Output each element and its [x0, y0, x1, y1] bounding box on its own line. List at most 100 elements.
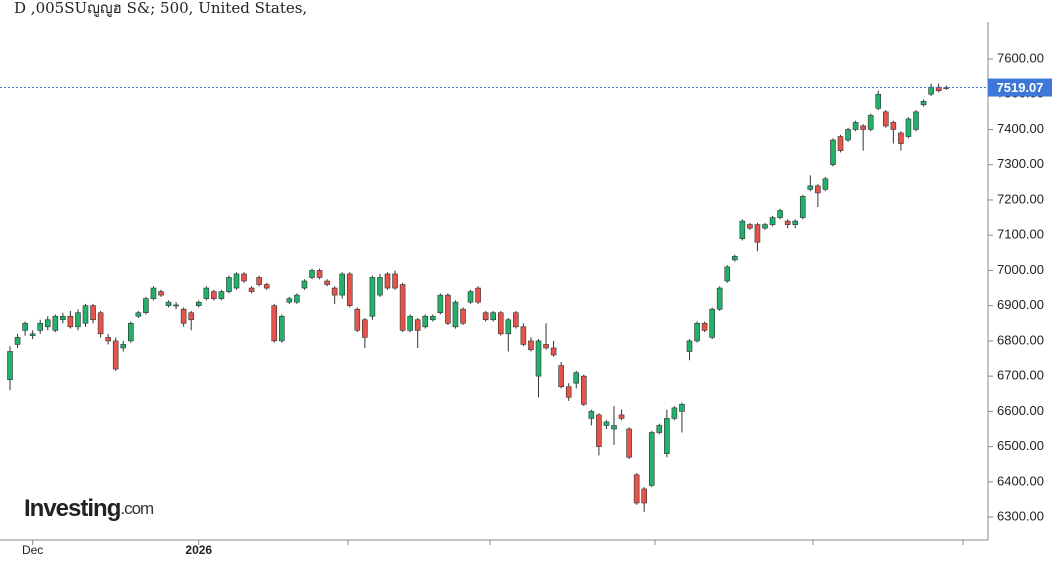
candle-body [822, 178, 829, 190]
candle-body [82, 305, 89, 324]
candle-body [369, 277, 376, 317]
candle-body [37, 322, 44, 331]
candle-body [331, 287, 338, 296]
candle-body [550, 347, 557, 356]
candle-body [852, 122, 859, 130]
candle-body [792, 220, 799, 225]
candle-body [120, 344, 127, 349]
candle-body [701, 322, 708, 331]
candle-body [671, 407, 678, 419]
candle-body [377, 277, 383, 296]
candle-body [920, 100, 927, 106]
candle-body [7, 351, 13, 380]
candle-body [248, 287, 255, 292]
candle-body [611, 425, 617, 430]
candle-body [520, 326, 527, 345]
candle-body [762, 224, 768, 229]
candle-body [618, 414, 625, 419]
y-tick-label: 7600.00 [997, 50, 1044, 65]
candle-body [641, 488, 648, 504]
candle-body [460, 308, 466, 324]
candle-body [505, 319, 512, 335]
candle-body [928, 86, 934, 95]
candle-body [497, 312, 504, 335]
candle-body [324, 280, 330, 285]
logo-suffix: .com [120, 499, 154, 518]
candle-body [724, 266, 731, 282]
candle-body [256, 277, 262, 285]
candle-body [60, 315, 66, 321]
candle-body [301, 280, 308, 289]
candle-body [316, 270, 323, 278]
candle-body [67, 315, 74, 328]
candle-body [309, 270, 315, 278]
candle-body [882, 111, 889, 127]
candle-body [528, 340, 534, 351]
candle-body [90, 305, 96, 321]
candle-body [513, 312, 519, 328]
candle-body [845, 129, 851, 141]
candle-body [233, 273, 240, 289]
candle-body [777, 210, 783, 218]
candle-body [128, 322, 134, 342]
y-tick-label: 6300.00 [997, 509, 1044, 524]
candle-body [799, 196, 806, 218]
candle-body [346, 273, 353, 306]
y-tick-label: 7000.00 [997, 262, 1044, 277]
candle-body [913, 111, 919, 130]
candle-body [414, 319, 421, 331]
x-tick-label: 2026 [185, 543, 212, 557]
candle-body [633, 474, 640, 504]
y-tick-label: 7200.00 [997, 191, 1044, 206]
candle-body [203, 287, 210, 299]
candle-body [75, 312, 81, 328]
y-tick-label: 7400.00 [997, 121, 1044, 136]
candle-body [339, 273, 346, 296]
candle-body [52, 315, 59, 331]
candle-body [452, 301, 459, 328]
candle-body [429, 315, 436, 321]
candle-body [22, 322, 28, 331]
chart-title: D ,005SUญูญูฮ S&; 500, United States, [14, 0, 307, 17]
candle-body [565, 386, 572, 398]
candle-body [626, 428, 632, 458]
candle-body [44, 319, 51, 328]
candle-body [875, 93, 882, 109]
candle-body [694, 322, 700, 342]
candle-body [135, 312, 142, 317]
candle-body [392, 273, 398, 289]
candle-body [354, 308, 361, 331]
candle-body [769, 217, 776, 225]
y-tick-label: 7300.00 [997, 156, 1044, 171]
candle-body [286, 298, 293, 303]
candle-body [664, 418, 670, 454]
candle-body [739, 220, 746, 240]
y-tick-label: 7100.00 [997, 227, 1044, 242]
x-ticks [347, 540, 964, 545]
candle-body [935, 86, 942, 92]
candle-body [399, 284, 406, 331]
candle-body [112, 340, 119, 370]
candle-body [898, 132, 904, 144]
candle-body [226, 277, 232, 292]
candle-body [180, 308, 187, 324]
logo: Investing.com [24, 495, 154, 522]
candle-body [150, 287, 157, 299]
candle-body [580, 375, 587, 405]
candle-body [97, 312, 104, 335]
candle-body [716, 287, 723, 310]
candle-body [860, 125, 866, 130]
candle-body [195, 301, 202, 306]
candle-body [475, 287, 481, 303]
candle-body [384, 273, 391, 289]
candle-body [686, 340, 693, 352]
candle-body [467, 291, 474, 303]
candle-body [656, 425, 663, 433]
candle-body [165, 301, 172, 306]
candle-body [271, 305, 278, 342]
candle-body [890, 122, 897, 130]
y-tick-label: 6600.00 [997, 403, 1044, 418]
y-tick-label: 6700.00 [997, 368, 1044, 383]
